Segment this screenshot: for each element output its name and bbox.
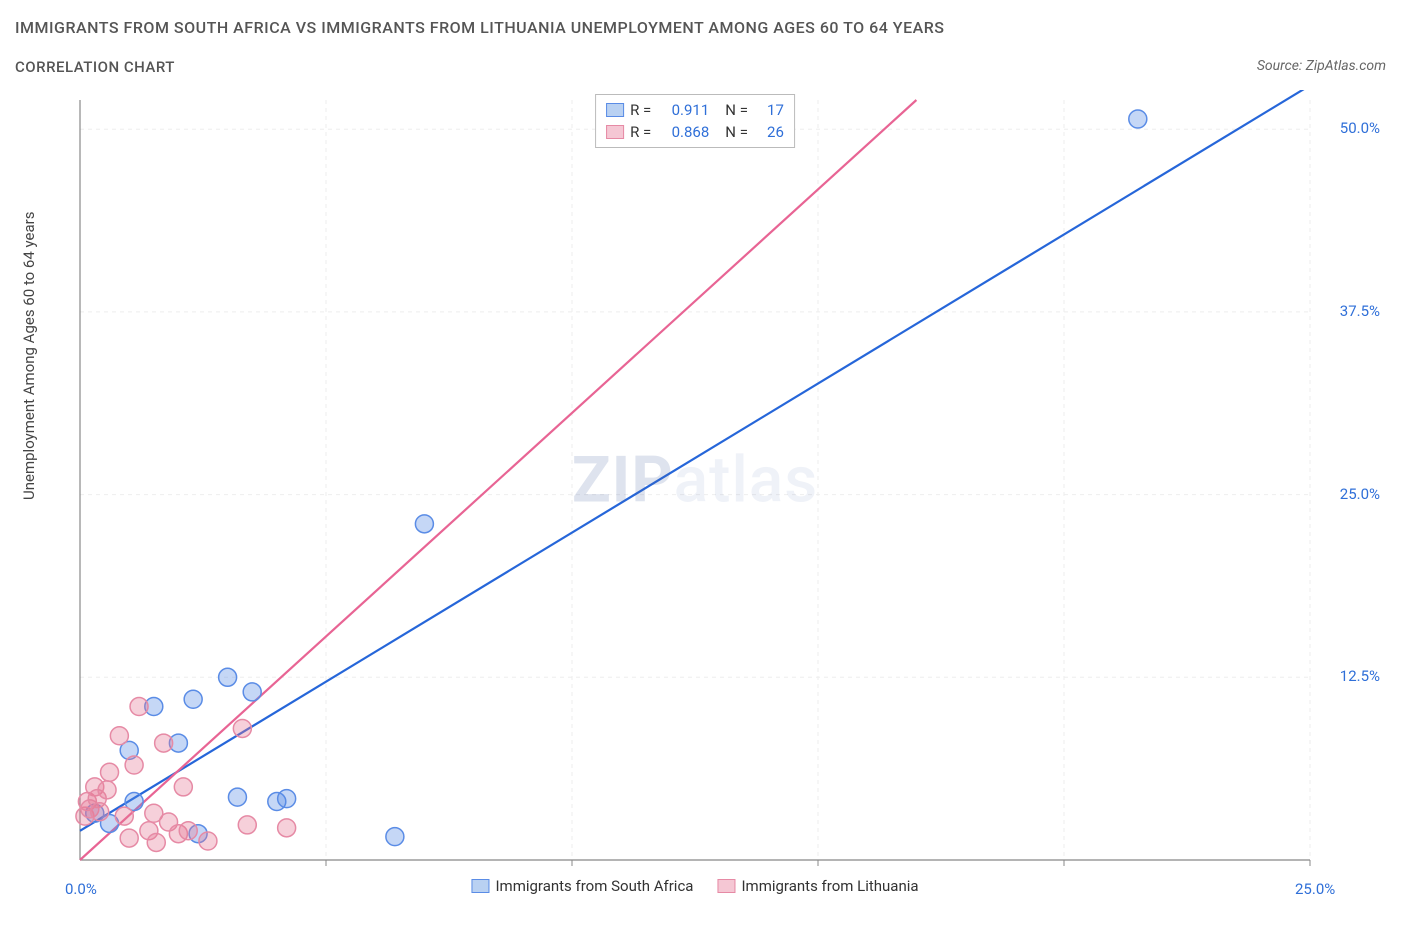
legend-r-value-a: 0.911 [659, 101, 709, 119]
legend-swatch-series-a [606, 103, 624, 117]
legend-swatch-bottom-a [471, 879, 489, 893]
y-axis-label: Unemployment Among Ages 60 to 64 years [20, 212, 38, 500]
legend-item-series-a: Immigrants from South Africa [471, 877, 693, 895]
legend-row-series-b: R = 0.868 N = 26 [606, 121, 784, 143]
y-tick-label: 37.5% [1340, 302, 1380, 320]
chart-subtitle: CORRELATION CHART [15, 58, 175, 76]
x-tick-label: 0.0% [65, 880, 97, 898]
series-legend: Immigrants from South Africa Immigrants … [471, 877, 918, 895]
y-tick-label: 12.5% [1340, 667, 1380, 685]
chart-title: IMMIGRANTS FROM SOUTH AFRICA VS IMMIGRAN… [15, 18, 944, 37]
legend-swatch-bottom-b [717, 879, 735, 893]
legend-r-label: R = [630, 101, 651, 119]
source-credit: Source: ZipAtlas.com [1257, 58, 1386, 74]
correlation-legend: R = 0.911 N = 17 R = 0.868 N = 26 [595, 94, 795, 148]
legend-n-value-a: 17 [756, 101, 784, 119]
legend-n-label: N = [725, 101, 748, 119]
legend-label-series-a: Immigrants from South Africa [495, 877, 693, 895]
legend-n-value-b: 26 [756, 123, 784, 141]
legend-row-series-a: R = 0.911 N = 17 [606, 99, 784, 121]
chart-svg [70, 90, 1320, 870]
y-tick-label: 50.0% [1340, 119, 1380, 137]
x-tick-label: 25.0% [1295, 880, 1335, 898]
legend-label-series-b: Immigrants from Lithuania [741, 877, 918, 895]
legend-swatch-series-b [606, 125, 624, 139]
y-tick-label: 25.0% [1340, 485, 1380, 503]
legend-r-value-b: 0.868 [659, 123, 709, 141]
chart-plot-area: ZIPatlas R = 0.911 N = 17 R = 0.868 N = … [70, 90, 1320, 870]
legend-n-label-b: N = [725, 123, 748, 141]
legend-r-label-b: R = [630, 123, 651, 141]
legend-item-series-b: Immigrants from Lithuania [717, 877, 918, 895]
